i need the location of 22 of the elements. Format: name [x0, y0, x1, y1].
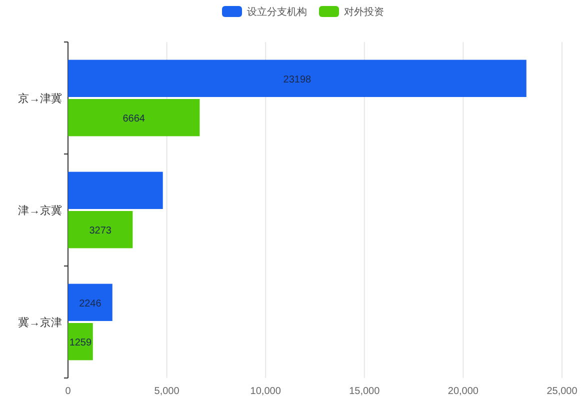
x-tick-label: 20,000	[448, 386, 479, 397]
data-label: 1259	[69, 338, 92, 349]
legend-label: 设立分支机构	[247, 6, 307, 18]
legend-label: 对外投资	[344, 6, 384, 18]
y-tick-label: 京→津冀	[18, 92, 62, 105]
bar	[68, 284, 112, 321]
bar	[68, 99, 200, 136]
bar	[68, 323, 93, 360]
y-tick-label: 津→京冀	[18, 204, 62, 217]
x-tick-label: 0	[65, 386, 72, 397]
data-label: 2246	[79, 298, 102, 310]
bar	[68, 172, 163, 209]
x-tick-label: 5,000	[154, 386, 180, 397]
x-tick-label: 10,000	[250, 386, 282, 397]
data-label: 23198	[283, 74, 312, 86]
x-tick-label: 15,000	[349, 386, 380, 397]
data-label: 3273	[89, 226, 112, 237]
x-tick-label: 25,000	[546, 386, 578, 397]
bar	[68, 211, 133, 248]
bar	[68, 60, 526, 97]
data-label: 6664	[122, 114, 146, 125]
y-tick-label: 冀→京津	[18, 316, 62, 329]
